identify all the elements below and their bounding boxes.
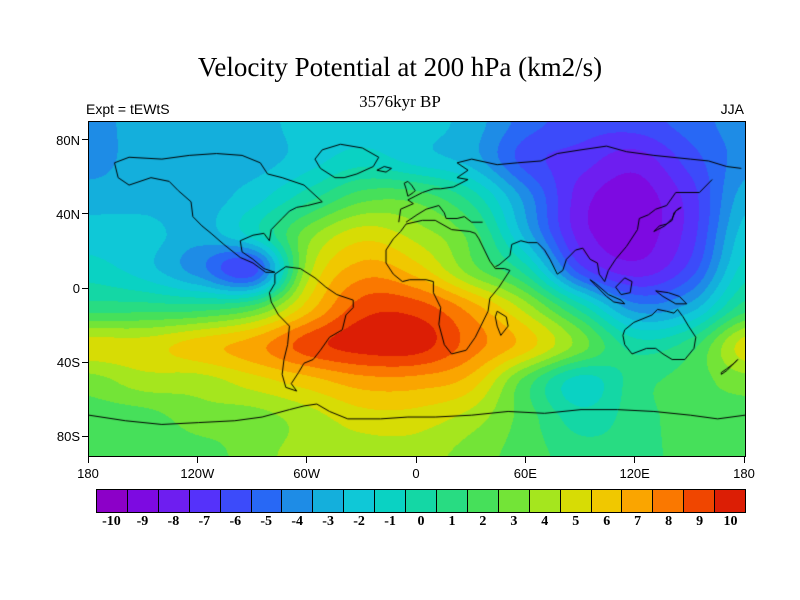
lon-tick-mark — [306, 457, 308, 463]
lat-tick-mark — [82, 435, 88, 437]
lon-tick-label: 0 — [412, 466, 420, 481]
lat-tick-mark — [82, 361, 88, 363]
colorbar-label: 6 — [603, 514, 611, 529]
map-canvas — [89, 122, 745, 456]
colorbar-segment--8 — [157, 490, 189, 512]
colorbar-segment--10 — [97, 490, 127, 512]
colorbar-segment--5 — [250, 490, 282, 512]
colorbar-segment-0 — [405, 490, 436, 512]
colorbar-segment--4 — [281, 490, 313, 512]
lat-tick-mark — [82, 287, 88, 289]
colorbar-label: 8 — [665, 514, 673, 529]
colorbar-label: 10 — [723, 514, 738, 529]
lon-tick-label: 60E — [513, 466, 537, 481]
colorbar-label: -7 — [198, 514, 211, 529]
colorbar-segment--9 — [126, 490, 158, 512]
colorbar-label: 1 — [448, 514, 456, 529]
colorbar-label: -3 — [322, 514, 334, 529]
colorbar-segment-9 — [683, 490, 715, 512]
colorbar-segment-6 — [590, 490, 622, 512]
colorbar-label: -2 — [353, 514, 365, 529]
experiment-label: Expt = tEWtS — [86, 101, 170, 117]
lat-tick-label: 80S — [56, 429, 80, 445]
colorbar-segment-8 — [652, 490, 684, 512]
colorbar-label: -8 — [167, 514, 180, 529]
colorbar-label: -9 — [136, 514, 149, 529]
colorbar-segment-7 — [621, 490, 653, 512]
lon-tick-label: 120W — [180, 466, 215, 481]
colorbar-label: 2 — [479, 514, 487, 529]
colorbar-label: -5 — [260, 514, 273, 529]
colorbar-label: 3 — [510, 514, 518, 529]
lat-tick-mark — [82, 213, 88, 215]
lon-tick-mark — [196, 457, 198, 463]
colorbar-segment-4 — [528, 490, 560, 512]
colorbar-segment--6 — [219, 490, 251, 512]
page-title: Velocity Potential at 200 hPa (km2/s) — [197, 52, 603, 82]
colorbar-labels: -10 -9 -8 -7 -6 -5 -4 -3 -2 -1 0 1 2 3 4 5 6 7 8 9 10 — [96, 515, 746, 531]
lon-tick-mark — [415, 457, 417, 463]
colorbar-label: 7 — [634, 514, 642, 529]
lon-tick-mark — [743, 457, 745, 463]
lon-tick-label: 180 — [77, 466, 99, 481]
lat-tick-label: 40S — [56, 355, 80, 371]
colorbar-label: -10 — [102, 514, 121, 529]
colorbar — [96, 489, 746, 513]
colorbar-segment-5 — [559, 490, 591, 512]
colorbar-label: -4 — [291, 514, 304, 529]
colorbar-label: 9 — [696, 514, 704, 529]
lon-tick-label: 120E — [619, 466, 650, 481]
lat-tick-label: 0 — [72, 281, 80, 296]
lon-tick-label: 60W — [293, 466, 321, 481]
plot-subtitle: 3576kyr BP — [359, 92, 441, 111]
colorbar-segment-3 — [497, 490, 529, 512]
colorbar-label: -6 — [229, 514, 242, 529]
colorbar-label: 5 — [572, 514, 580, 529]
lon-tick-mark — [634, 457, 636, 463]
season-label: JJA — [720, 101, 744, 117]
lon-tick-label: 180 — [733, 466, 755, 481]
colorbar-label: -1 — [384, 514, 396, 529]
colorbar-segment--7 — [188, 490, 220, 512]
colorbar-label: 0 — [417, 514, 425, 529]
lat-tick-mark — [82, 139, 88, 141]
colorbar-segment-10 — [714, 490, 746, 512]
lat-tick-label: 80N — [56, 132, 80, 148]
lat-tick-label: 40N — [56, 206, 80, 222]
colorbar-segment-1 — [435, 490, 467, 512]
colorbar-segment-2 — [466, 490, 498, 512]
map-plot-frame — [88, 121, 746, 457]
colorbar-segment--1 — [374, 490, 406, 512]
colorbar-segment--2 — [343, 490, 375, 512]
colorbar-segment--3 — [312, 490, 344, 512]
lon-tick-mark — [87, 457, 89, 463]
lon-tick-mark — [524, 457, 526, 463]
colorbar-label: 4 — [541, 514, 549, 529]
